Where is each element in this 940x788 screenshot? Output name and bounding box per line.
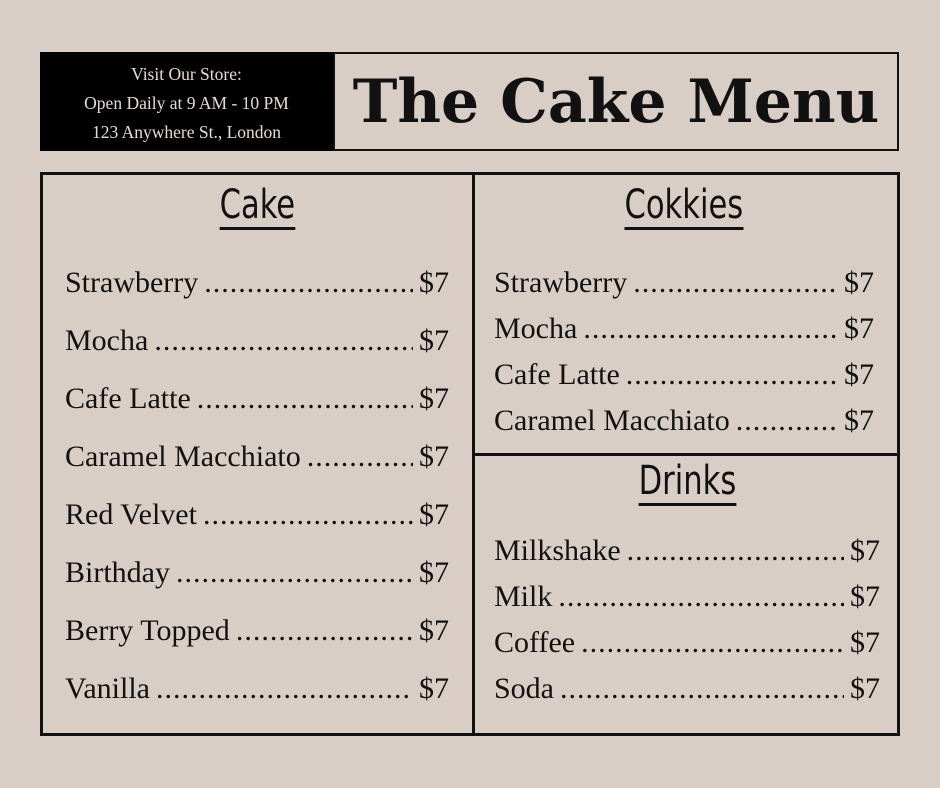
item-name: Coffee (494, 626, 576, 659)
dot-leader (236, 614, 413, 648)
item-name: Mocha (494, 312, 578, 345)
page-title: The Cake Menu (352, 66, 880, 137)
item-name: Cafe Latte (65, 382, 191, 415)
store-info: Visit Our Store: Open Daily at 9 AM - 10… (40, 52, 333, 151)
item-price: $7 (419, 266, 449, 299)
item-name: Milkshake (494, 534, 621, 567)
dot-leader (627, 534, 844, 568)
dot-leader (154, 324, 413, 358)
menu-item: Birthday $7 (65, 556, 449, 614)
item-name: Mocha (65, 324, 149, 357)
dot-leader (203, 498, 413, 532)
item-price: $7 (850, 626, 880, 659)
item-price: $7 (844, 312, 874, 345)
item-name: Red Velvet (65, 498, 197, 531)
section-heading-text: Cake (219, 182, 295, 230)
dot-leader (156, 672, 413, 706)
dot-leader (204, 266, 413, 300)
item-name: Soda (494, 672, 554, 705)
item-price: $7 (419, 382, 449, 415)
item-price: $7 (419, 440, 449, 473)
dot-leader (176, 556, 413, 590)
menu-item: Caramel Macchiato $7 (65, 440, 449, 498)
menu-item: Mocha $7 (494, 312, 874, 358)
menu-item: Cafe Latte $7 (494, 358, 874, 404)
divider-horizontal (475, 453, 897, 456)
dot-leader (560, 672, 844, 706)
menu-item: Soda $7 (494, 672, 880, 718)
menu-item: Vanilla $7 (65, 672, 449, 730)
menu-item: Cafe Latte $7 (65, 382, 449, 440)
item-name: Caramel Macchiato (494, 404, 730, 437)
dot-leader (558, 580, 844, 614)
item-price: $7 (844, 358, 874, 391)
menu-item: Milk $7 (494, 580, 880, 626)
section-heading-text: Cokkies (624, 182, 744, 230)
dot-leader (626, 358, 838, 392)
menu-item: Strawberry $7 (65, 266, 449, 324)
menu-item: Mocha $7 (65, 324, 449, 382)
store-info-line: Visit Our Store: (131, 64, 242, 84)
item-name: Vanilla (65, 672, 150, 705)
item-price: $7 (844, 404, 874, 437)
item-price: $7 (419, 672, 449, 705)
store-hours: Open Daily at 9 AM - 10 PM (84, 93, 289, 113)
item-price: $7 (419, 614, 449, 647)
menu-item: Strawberry $7 (494, 266, 874, 312)
menu-item: Berry Topped $7 (65, 614, 449, 672)
item-name: Strawberry (494, 266, 628, 299)
dot-leader (197, 382, 413, 416)
item-price: $7 (850, 580, 880, 613)
section-heading: Cokkies (494, 181, 874, 230)
item-price: $7 (844, 266, 874, 299)
menu-item: Milkshake $7 (494, 534, 880, 580)
divider-vertical (472, 175, 475, 733)
menu-item: Coffee $7 (494, 626, 880, 672)
menu-item: Caramel Macchiato $7 (494, 404, 874, 450)
item-price: $7 (419, 324, 449, 357)
item-price: $7 (419, 556, 449, 589)
dot-leader (583, 312, 838, 346)
dot-leader (736, 404, 838, 438)
item-name: Berry Topped (65, 614, 230, 647)
item-name: Milk (494, 580, 553, 613)
item-price: $7 (850, 534, 880, 567)
menu-item: Red Velvet $7 (65, 498, 449, 556)
item-name: Caramel Macchiato (65, 440, 301, 473)
section-heading: Cake (65, 181, 449, 230)
item-price: $7 (419, 498, 449, 531)
item-name: Strawberry (65, 266, 199, 299)
dot-leader (581, 626, 844, 660)
store-address: 123 Anywhere St., London (91, 122, 282, 142)
section-heading: Drinks (494, 457, 880, 506)
dot-leader (633, 266, 838, 300)
title-box: The Cake Menu (333, 52, 899, 151)
section-heading-text: Drinks (638, 458, 736, 506)
item-name: Cafe Latte (494, 358, 620, 391)
dot-leader (307, 440, 413, 474)
item-name: Birthday (65, 556, 170, 589)
item-price: $7 (850, 672, 880, 705)
section-drinks: Drinks Milkshake $7 Milk $7 Coffee $7 Soda $7 (494, 457, 880, 718)
